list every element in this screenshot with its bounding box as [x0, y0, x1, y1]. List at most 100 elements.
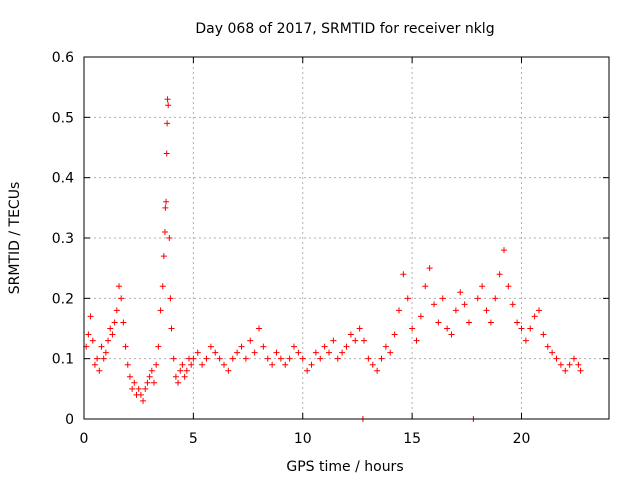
data-point — [282, 361, 289, 368]
data-point — [286, 355, 293, 362]
data-point — [229, 355, 236, 362]
x-tick-label: 15 — [403, 431, 421, 447]
data-point — [183, 367, 190, 374]
data-point — [514, 319, 521, 326]
y-tick-label: 0.1 — [52, 352, 74, 368]
data-point — [571, 355, 577, 362]
data-point — [304, 367, 311, 374]
data-point — [522, 337, 529, 344]
data-point — [374, 367, 381, 374]
x-tick-label: 0 — [80, 431, 89, 447]
y-tick-label: 0.5 — [52, 110, 74, 126]
data-point — [439, 295, 446, 302]
data-point — [577, 367, 584, 374]
data-point — [413, 337, 420, 344]
data-point — [400, 271, 407, 278]
data-point — [109, 331, 116, 338]
data-point — [140, 397, 147, 404]
x-tick-label: 5 — [189, 431, 198, 447]
data-point — [142, 385, 149, 392]
data-point — [291, 343, 297, 350]
data-point — [111, 319, 118, 326]
data-point — [356, 325, 363, 332]
x-tick-label: 20 — [513, 431, 531, 447]
data-point — [251, 349, 258, 356]
data-point — [256, 325, 262, 332]
y-tick-label: 0.3 — [52, 231, 74, 247]
data-point — [444, 325, 451, 332]
data-point — [299, 355, 306, 362]
data-point — [161, 228, 168, 235]
data-point — [518, 325, 525, 332]
data-point — [234, 349, 241, 356]
data-point — [122, 343, 129, 350]
data-point — [242, 355, 249, 362]
data-point — [102, 349, 109, 356]
data-point — [527, 325, 534, 332]
data-point — [164, 120, 171, 127]
data-point — [536, 307, 542, 314]
data-point — [483, 307, 490, 314]
data-point — [321, 343, 328, 350]
data-point — [264, 355, 271, 362]
data-point — [330, 337, 337, 344]
data-point — [431, 301, 437, 308]
y-tick-label: 0 — [65, 412, 74, 428]
data-point — [203, 355, 210, 362]
data-point — [170, 355, 177, 362]
y-tick-label: 0.2 — [52, 291, 74, 307]
data-point — [479, 283, 486, 290]
data-point — [167, 295, 174, 302]
data-point — [87, 313, 94, 320]
data-point — [153, 361, 160, 368]
data-point — [172, 373, 179, 380]
data-point — [199, 361, 206, 368]
data-points — [83, 96, 584, 422]
data-point — [188, 361, 195, 368]
data-point — [221, 361, 227, 368]
data-point — [164, 96, 171, 103]
data-point — [417, 313, 424, 320]
data-point — [269, 361, 276, 368]
data-point — [107, 325, 114, 332]
data-point — [212, 349, 219, 356]
x-axis-label: GPS time / hours — [286, 459, 403, 475]
data-point — [91, 361, 98, 368]
y-tick-label: 0.4 — [52, 171, 74, 187]
data-point — [352, 337, 359, 344]
grid — [84, 57, 609, 419]
data-point — [166, 235, 173, 241]
data-point — [151, 379, 157, 386]
data-point — [131, 379, 138, 386]
data-point — [404, 295, 411, 302]
data-point — [396, 307, 402, 314]
axis-ticks: 0 0.1 0.2 0.3 0.4 0.5 0.6 0 5 10 15 20 — [52, 50, 609, 447]
data-point — [148, 367, 155, 374]
data-point — [391, 331, 398, 338]
data-point — [544, 343, 551, 350]
data-point — [168, 325, 175, 332]
data-point — [137, 391, 144, 398]
data-point — [326, 349, 332, 356]
data-point — [312, 349, 319, 356]
data-point — [85, 331, 92, 338]
data-point — [448, 331, 455, 338]
data-point — [334, 355, 341, 362]
data-point — [163, 198, 170, 205]
data-point — [566, 361, 573, 368]
data-point — [116, 283, 122, 290]
data-point — [146, 373, 153, 380]
data-point — [540, 331, 547, 338]
plot-frame — [83, 56, 610, 420]
data-point — [435, 319, 442, 326]
data-point — [487, 319, 494, 326]
data-point — [155, 343, 162, 350]
data-point — [129, 385, 136, 392]
data-point — [225, 367, 232, 374]
data-point — [347, 331, 354, 338]
data-point — [247, 337, 254, 344]
data-point — [339, 349, 346, 356]
data-point — [426, 265, 433, 272]
data-point — [190, 355, 197, 362]
